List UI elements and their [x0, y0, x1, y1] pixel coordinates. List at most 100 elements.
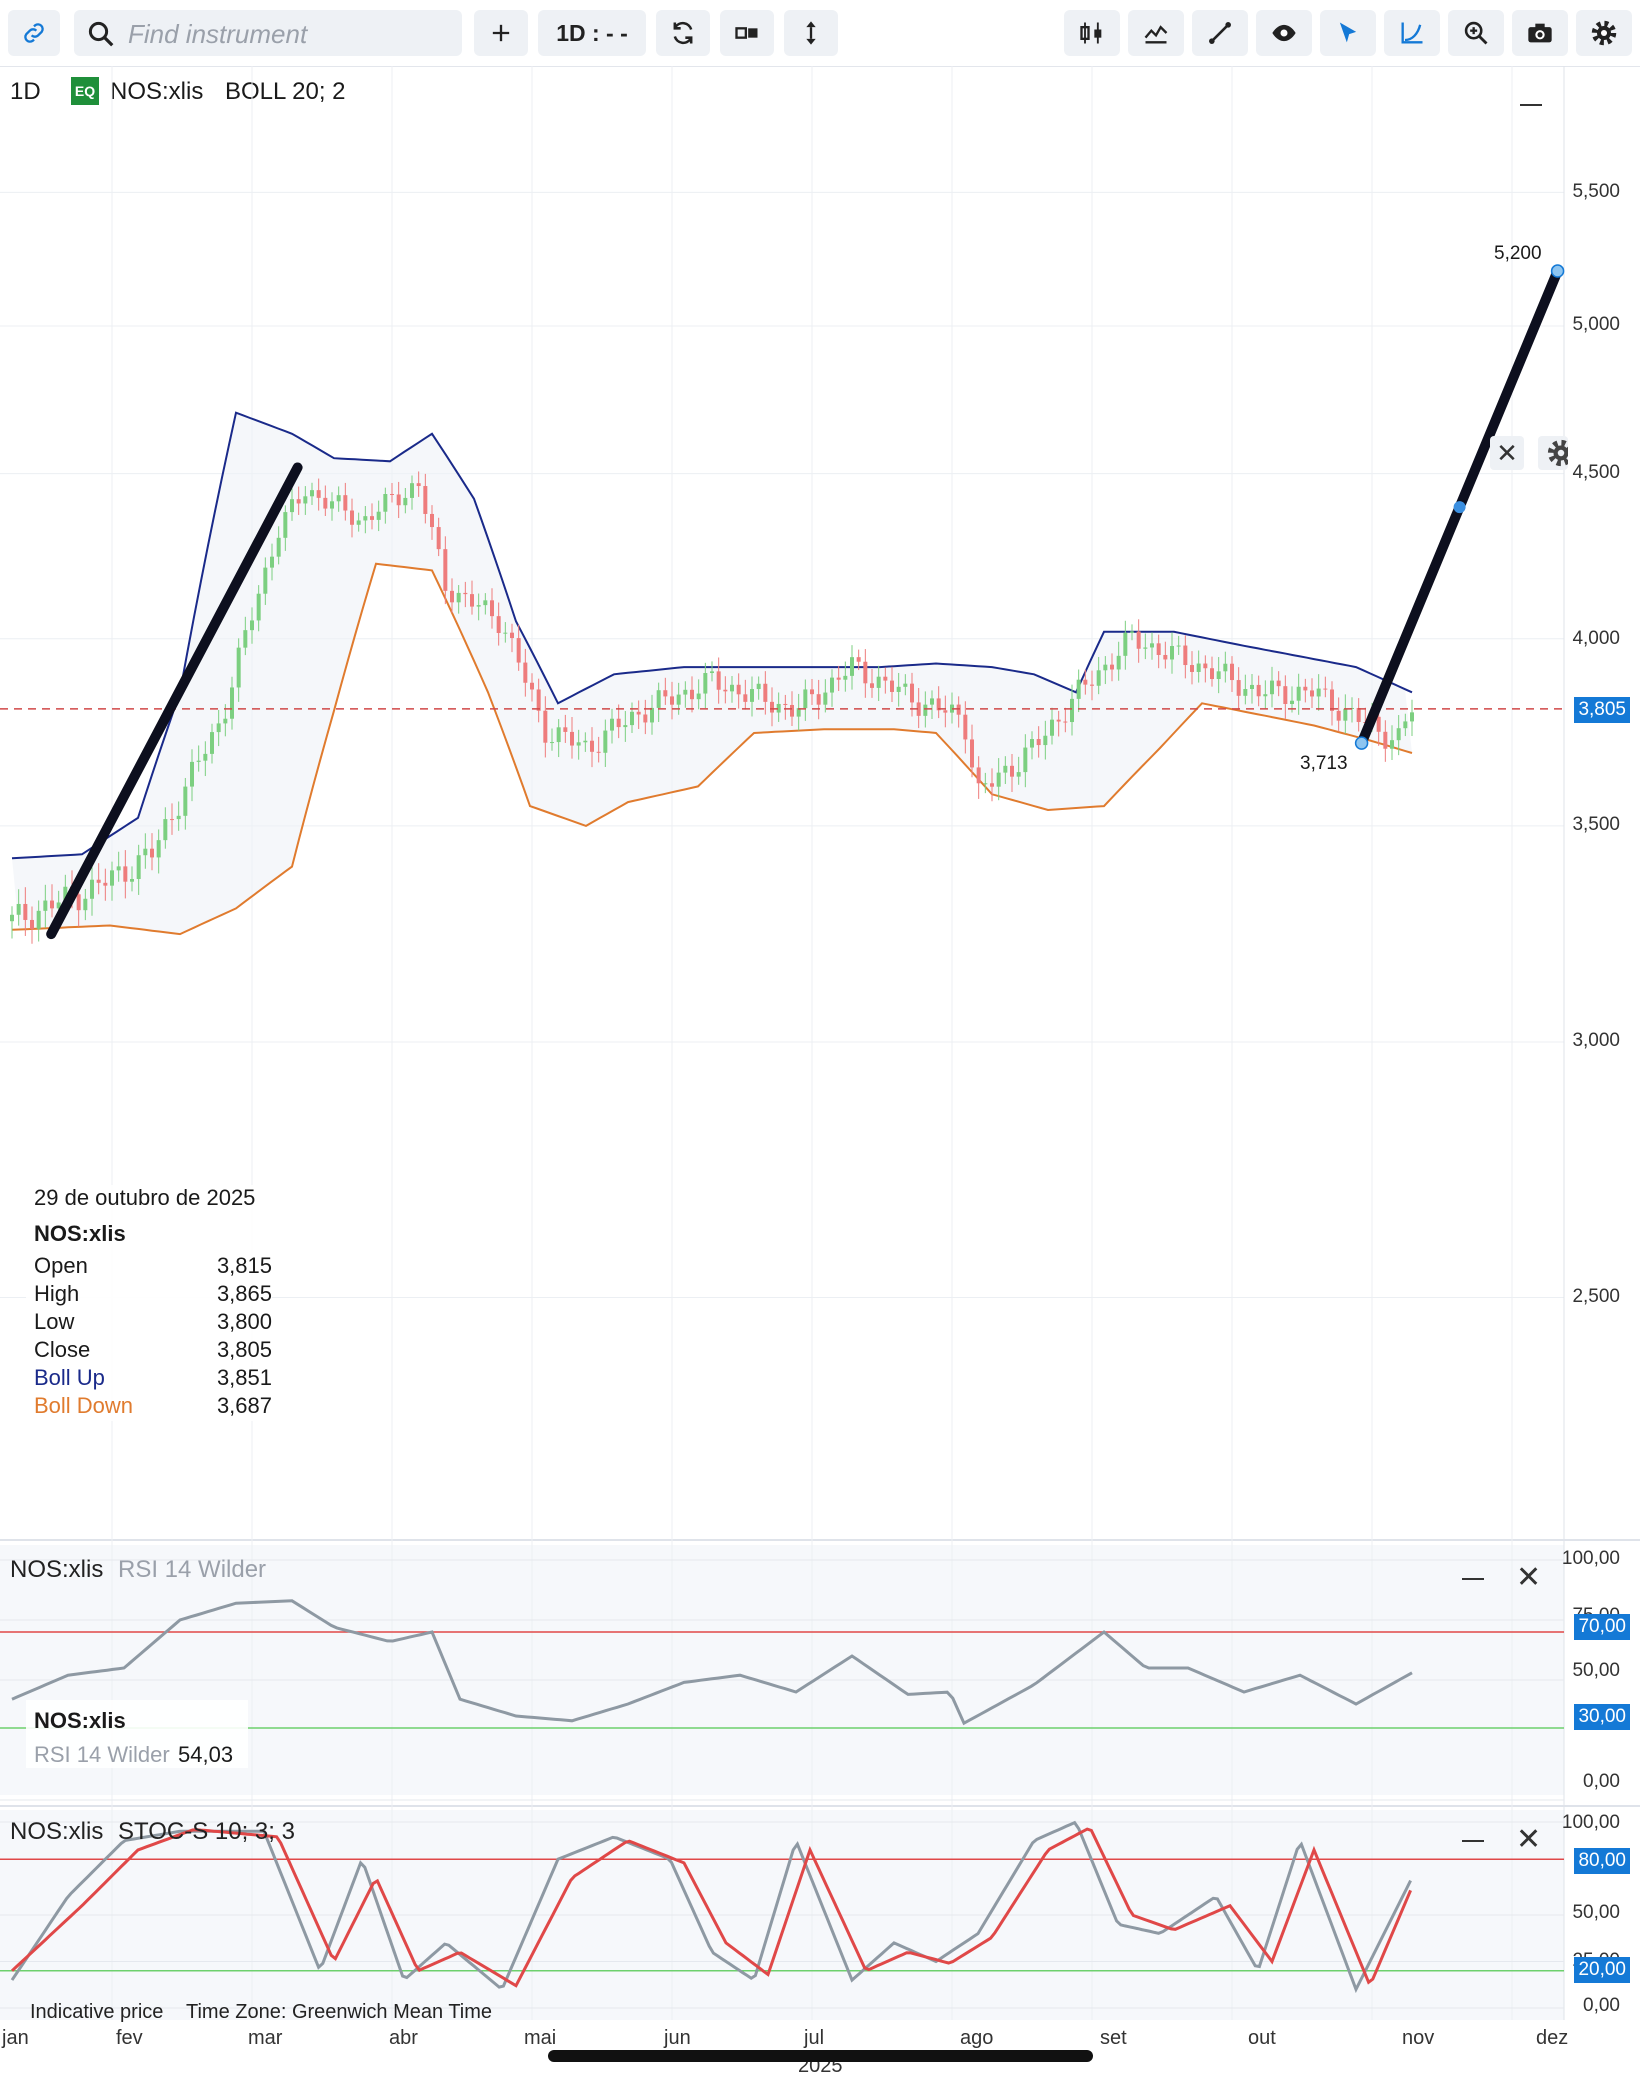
candle-body — [1163, 654, 1168, 660]
x-tick-jun: jun — [664, 2027, 691, 2049]
camera-icon[interactable] — [1512, 10, 1568, 56]
candle-body — [936, 698, 941, 711]
x-tick-fev: fev — [116, 2027, 143, 2049]
curve-icon[interactable] — [1384, 10, 1440, 56]
candle-body — [690, 689, 694, 700]
rsi-minimize-icon[interactable] — [1462, 1578, 1484, 1580]
candle-body — [283, 512, 288, 538]
rsi-indicator[interactable]: RSI 14 Wilder — [118, 1556, 267, 1583]
candle-body — [196, 760, 201, 762]
candle-body — [730, 684, 734, 692]
candle-body — [956, 704, 961, 715]
search-icon — [88, 21, 114, 47]
y-tick-3000: 3,000 — [1572, 1030, 1620, 1051]
interval-button[interactable]: 1D : - - — [538, 10, 646, 56]
candle-body — [30, 919, 34, 929]
rsi-tick-100: 100,00 — [1561, 1548, 1620, 1569]
candle-body — [943, 710, 948, 713]
x-tick-jul: jul — [804, 2027, 825, 2049]
stoch-minimize-icon[interactable] — [1462, 1840, 1484, 1842]
price-chart[interactable] — [0, 66, 1640, 2081]
candle-body — [1390, 740, 1394, 749]
candle-body — [143, 848, 148, 856]
candle-body — [1323, 688, 1328, 690]
candle-body — [356, 520, 361, 525]
candle-body — [470, 594, 474, 607]
candle-body — [916, 702, 921, 716]
stoch-close-icon[interactable]: ✕ — [1516, 1823, 1542, 1856]
chart-type-icon[interactable] — [1128, 10, 1184, 56]
candle-body — [856, 657, 861, 662]
candle-body — [616, 718, 621, 728]
tooltip-symbol: NOS:xlis — [34, 1221, 126, 1246]
candle-body — [556, 727, 561, 743]
candle-body — [1110, 664, 1114, 670]
tooltip-row-open: Open 3,815 — [34, 1253, 272, 1278]
candle-body — [583, 740, 588, 743]
candle-body — [403, 497, 408, 506]
candle-body — [1283, 686, 1288, 705]
indicator-label[interactable]: BOLL 20; 2 — [225, 78, 346, 105]
candle-body — [23, 903, 28, 920]
scale-icon[interactable] — [784, 10, 838, 56]
y-tick-4000: 4,000 — [1572, 628, 1620, 649]
candle-body — [1010, 765, 1014, 777]
candle-body — [870, 683, 874, 688]
candle-body — [1243, 689, 1248, 696]
zoom-icon[interactable] — [1448, 10, 1504, 56]
candle-body — [1116, 655, 1121, 670]
compare-icon[interactable] — [720, 10, 774, 56]
y-tick-2500: 2,500 — [1572, 1286, 1620, 1307]
candle-body — [1050, 719, 1054, 736]
trend-high-label: 5,200 — [1494, 243, 1542, 264]
candle-body — [130, 878, 134, 882]
candle-body — [1316, 688, 1321, 697]
indicators-icon[interactable] — [1064, 10, 1120, 56]
x-tick-dez: dez — [1536, 2027, 1569, 2049]
candle-body — [883, 676, 888, 681]
candle-body — [1310, 690, 1314, 697]
stoch-badge-80: 80,00 — [1574, 1848, 1630, 1874]
draw-line-icon[interactable] — [1192, 10, 1248, 56]
candle-body — [263, 567, 268, 594]
candle-body — [416, 483, 421, 487]
cursor-icon[interactable] — [1320, 10, 1376, 56]
link-icon[interactable] — [8, 10, 60, 56]
candle-body — [50, 900, 54, 909]
search-input[interactable]: Find instrument — [74, 10, 462, 56]
candle-body — [1250, 684, 1254, 690]
candle-body — [756, 683, 761, 690]
candle-body — [96, 879, 101, 883]
stoch-indicator[interactable]: STOC-S 10; 3; 3 — [118, 1818, 295, 1845]
rsi-legend-symbol: NOS:xlis — [34, 1708, 126, 1733]
scroll-handle[interactable] — [548, 2050, 1093, 2062]
candle-body — [1096, 670, 1101, 686]
candle-body — [1090, 684, 1094, 686]
candle-body — [250, 620, 254, 631]
plus-icon[interactable] — [474, 10, 528, 56]
candle-body — [1230, 663, 1234, 681]
trendline-handle — [1550, 264, 1565, 278]
candle-body — [563, 727, 568, 732]
trendline-handle — [1354, 736, 1369, 750]
refresh-icon[interactable] — [656, 10, 710, 56]
symbol-label[interactable]: NOS:xlis — [110, 78, 204, 105]
eye-icon[interactable] — [1256, 10, 1312, 56]
candle-body — [1376, 716, 1381, 732]
drawing-close-icon[interactable]: ✕ — [1490, 436, 1524, 470]
last-price-badge: 3,805 — [1574, 697, 1630, 723]
candle-body — [43, 900, 48, 911]
settings-icon[interactable] — [1576, 10, 1632, 56]
rsi-close-icon[interactable]: ✕ — [1516, 1561, 1542, 1594]
candle-body — [503, 632, 508, 634]
candle-body — [676, 694, 681, 705]
candle-body — [210, 732, 214, 754]
drawing-settings-icon[interactable] — [1538, 436, 1568, 470]
stoch-k-line — [10, 1820, 1412, 1994]
candle-body — [176, 815, 181, 820]
candle-body — [576, 742, 581, 746]
candle-body — [1123, 632, 1128, 656]
main-minimize-icon[interactable] — [1520, 104, 1542, 106]
candle-body — [696, 693, 701, 700]
tooltip-row-low: Low 3,800 — [34, 1309, 272, 1334]
